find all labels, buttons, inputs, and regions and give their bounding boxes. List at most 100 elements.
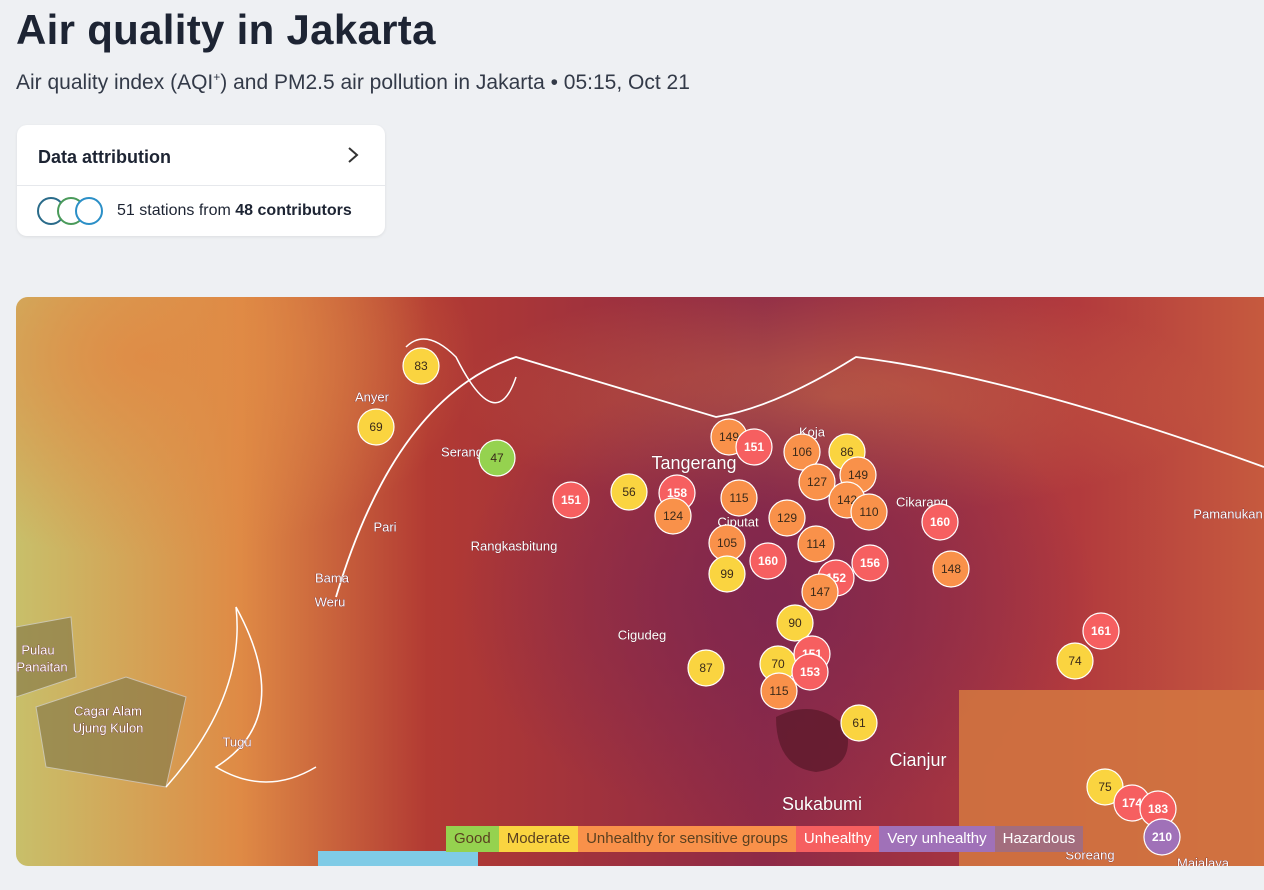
station-aqi: 160	[930, 515, 950, 529]
attribution-card[interactable]: Data attribution 51 stations from 48 con…	[17, 125, 385, 236]
legend-item: Unhealthy for sensitive groups	[578, 826, 796, 852]
station-marker[interactable]	[749, 542, 787, 580]
legend: Good Moderate Unhealthy for sensitive grou…	[446, 826, 1084, 852]
place-label: Sukabumi	[782, 794, 862, 814]
station-aqi: 160	[758, 554, 778, 568]
station-aqi: 210	[1152, 830, 1172, 844]
legend-item: Hazardous	[994, 826, 1084, 852]
station-marker[interactable]	[708, 555, 746, 593]
station-aqi: 127	[807, 475, 827, 489]
station-aqi: 156	[860, 556, 880, 570]
place-label: Pamanukan	[1193, 506, 1262, 521]
subtitle-text: Air quality index (AQI	[16, 71, 214, 94]
station-marker[interactable]	[776, 604, 814, 642]
place-label: Bama	[315, 570, 350, 585]
station-aqi: 69	[369, 420, 383, 434]
station-marker[interactable]	[791, 653, 829, 691]
place-label: Tangerang	[651, 453, 736, 473]
station-marker[interactable]	[478, 439, 516, 477]
station-aqi: 153	[800, 665, 820, 679]
place-label: Cigudeg	[618, 627, 666, 642]
station-aqi: 151	[744, 440, 764, 454]
contributors: 48 contributors	[235, 202, 352, 219]
subtitle-sup: +	[213, 70, 221, 84]
station-marker[interactable]	[1082, 612, 1120, 650]
station-marker[interactable]	[552, 481, 590, 519]
legend-item: Very unhealthy	[879, 826, 995, 852]
station-aqi: 105	[717, 536, 737, 550]
station-marker[interactable]	[1143, 818, 1181, 856]
station-marker[interactable]	[850, 493, 888, 531]
legend-item: Good	[446, 826, 499, 852]
station-aqi: 183	[1148, 802, 1168, 816]
station-aqi: 90	[788, 616, 802, 630]
station-aqi: 110	[859, 505, 878, 519]
station-aqi: 115	[769, 684, 788, 698]
station-aqi: 99	[720, 567, 734, 581]
station-marker[interactable]	[1056, 642, 1094, 680]
station-marker[interactable]	[797, 525, 835, 563]
station-aqi: 148	[941, 562, 961, 576]
subtitle-text: ) and PM2.5 air pollution in Jakarta • 0…	[220, 71, 690, 94]
station-marker[interactable]	[654, 497, 692, 535]
station-aqi: 151	[561, 493, 581, 507]
station-marker[interactable]	[768, 499, 806, 537]
station-aqi: 56	[622, 485, 636, 499]
station-marker[interactable]	[402, 347, 440, 385]
legend-item: Moderate	[498, 826, 579, 852]
place-label: Cagar Alam	[74, 703, 142, 718]
legend-item: Unhealthy	[795, 826, 880, 852]
station-aqi: 61	[852, 716, 866, 730]
place-label: Majalaya	[1177, 855, 1230, 866]
station-aqi: 142	[837, 493, 857, 507]
station-marker[interactable]	[760, 672, 798, 710]
contributor-icons	[37, 197, 103, 225]
station-marker[interactable]	[783, 433, 821, 471]
station-marker[interactable]	[610, 473, 648, 511]
station-aqi: 147	[810, 585, 830, 599]
station-aqi: 75	[1098, 780, 1112, 794]
divider	[17, 185, 385, 186]
station-aqi: 174	[1122, 796, 1142, 810]
station-aqi: 86	[840, 445, 854, 459]
place-label: Pari	[373, 519, 396, 534]
station-aqi: 124	[663, 509, 683, 523]
station-aqi: 87	[699, 661, 713, 675]
subtitle: Air quality index (AQI+) and PM2.5 air p…	[16, 70, 690, 95]
station-aqi: 161	[1091, 624, 1111, 638]
station-marker[interactable]	[851, 544, 889, 582]
chevron	[348, 147, 359, 163]
place-label: Pulau	[21, 642, 54, 657]
place-label: Weru	[315, 594, 346, 609]
station-aqi: 47	[490, 451, 504, 465]
station-aqi: 149	[719, 430, 739, 444]
station-marker[interactable]	[357, 408, 395, 446]
card-title: Data attribution	[38, 147, 171, 167]
station-aqi: 115	[729, 491, 748, 505]
station-marker[interactable]	[735, 428, 773, 466]
station-aqi: 70	[771, 657, 785, 671]
station-marker[interactable]	[932, 550, 970, 588]
place-label: Cianjur	[889, 750, 946, 770]
station-aqi: 129	[777, 511, 797, 525]
station-marker[interactable]	[840, 704, 878, 742]
station-marker[interactable]	[921, 503, 959, 541]
station-aqi: 158	[667, 486, 687, 500]
stations-text: 51 stations from 48 contributors	[117, 202, 352, 220]
station-aqi: 106	[792, 445, 812, 459]
place-label: Panaitan	[16, 659, 67, 674]
station-marker[interactable]	[720, 479, 758, 517]
station-marker[interactable]	[798, 463, 836, 501]
page-title: Air quality in Jakarta	[16, 6, 436, 53]
place-label: Tugu	[222, 734, 251, 749]
place-label: Serang	[441, 444, 483, 459]
station-marker[interactable]	[801, 573, 839, 611]
station-aqi: 83	[414, 359, 428, 373]
station-aqi: 149	[848, 468, 868, 482]
place-label: Anyer	[355, 389, 390, 404]
map[interactable]: Anyer Serang Pari Tangerang Rangkasbitung Bam…	[16, 297, 1264, 866]
station-marker[interactable]	[687, 649, 725, 687]
stations: 51 stations from	[117, 202, 231, 219]
station-aqi: 74	[1068, 654, 1082, 668]
